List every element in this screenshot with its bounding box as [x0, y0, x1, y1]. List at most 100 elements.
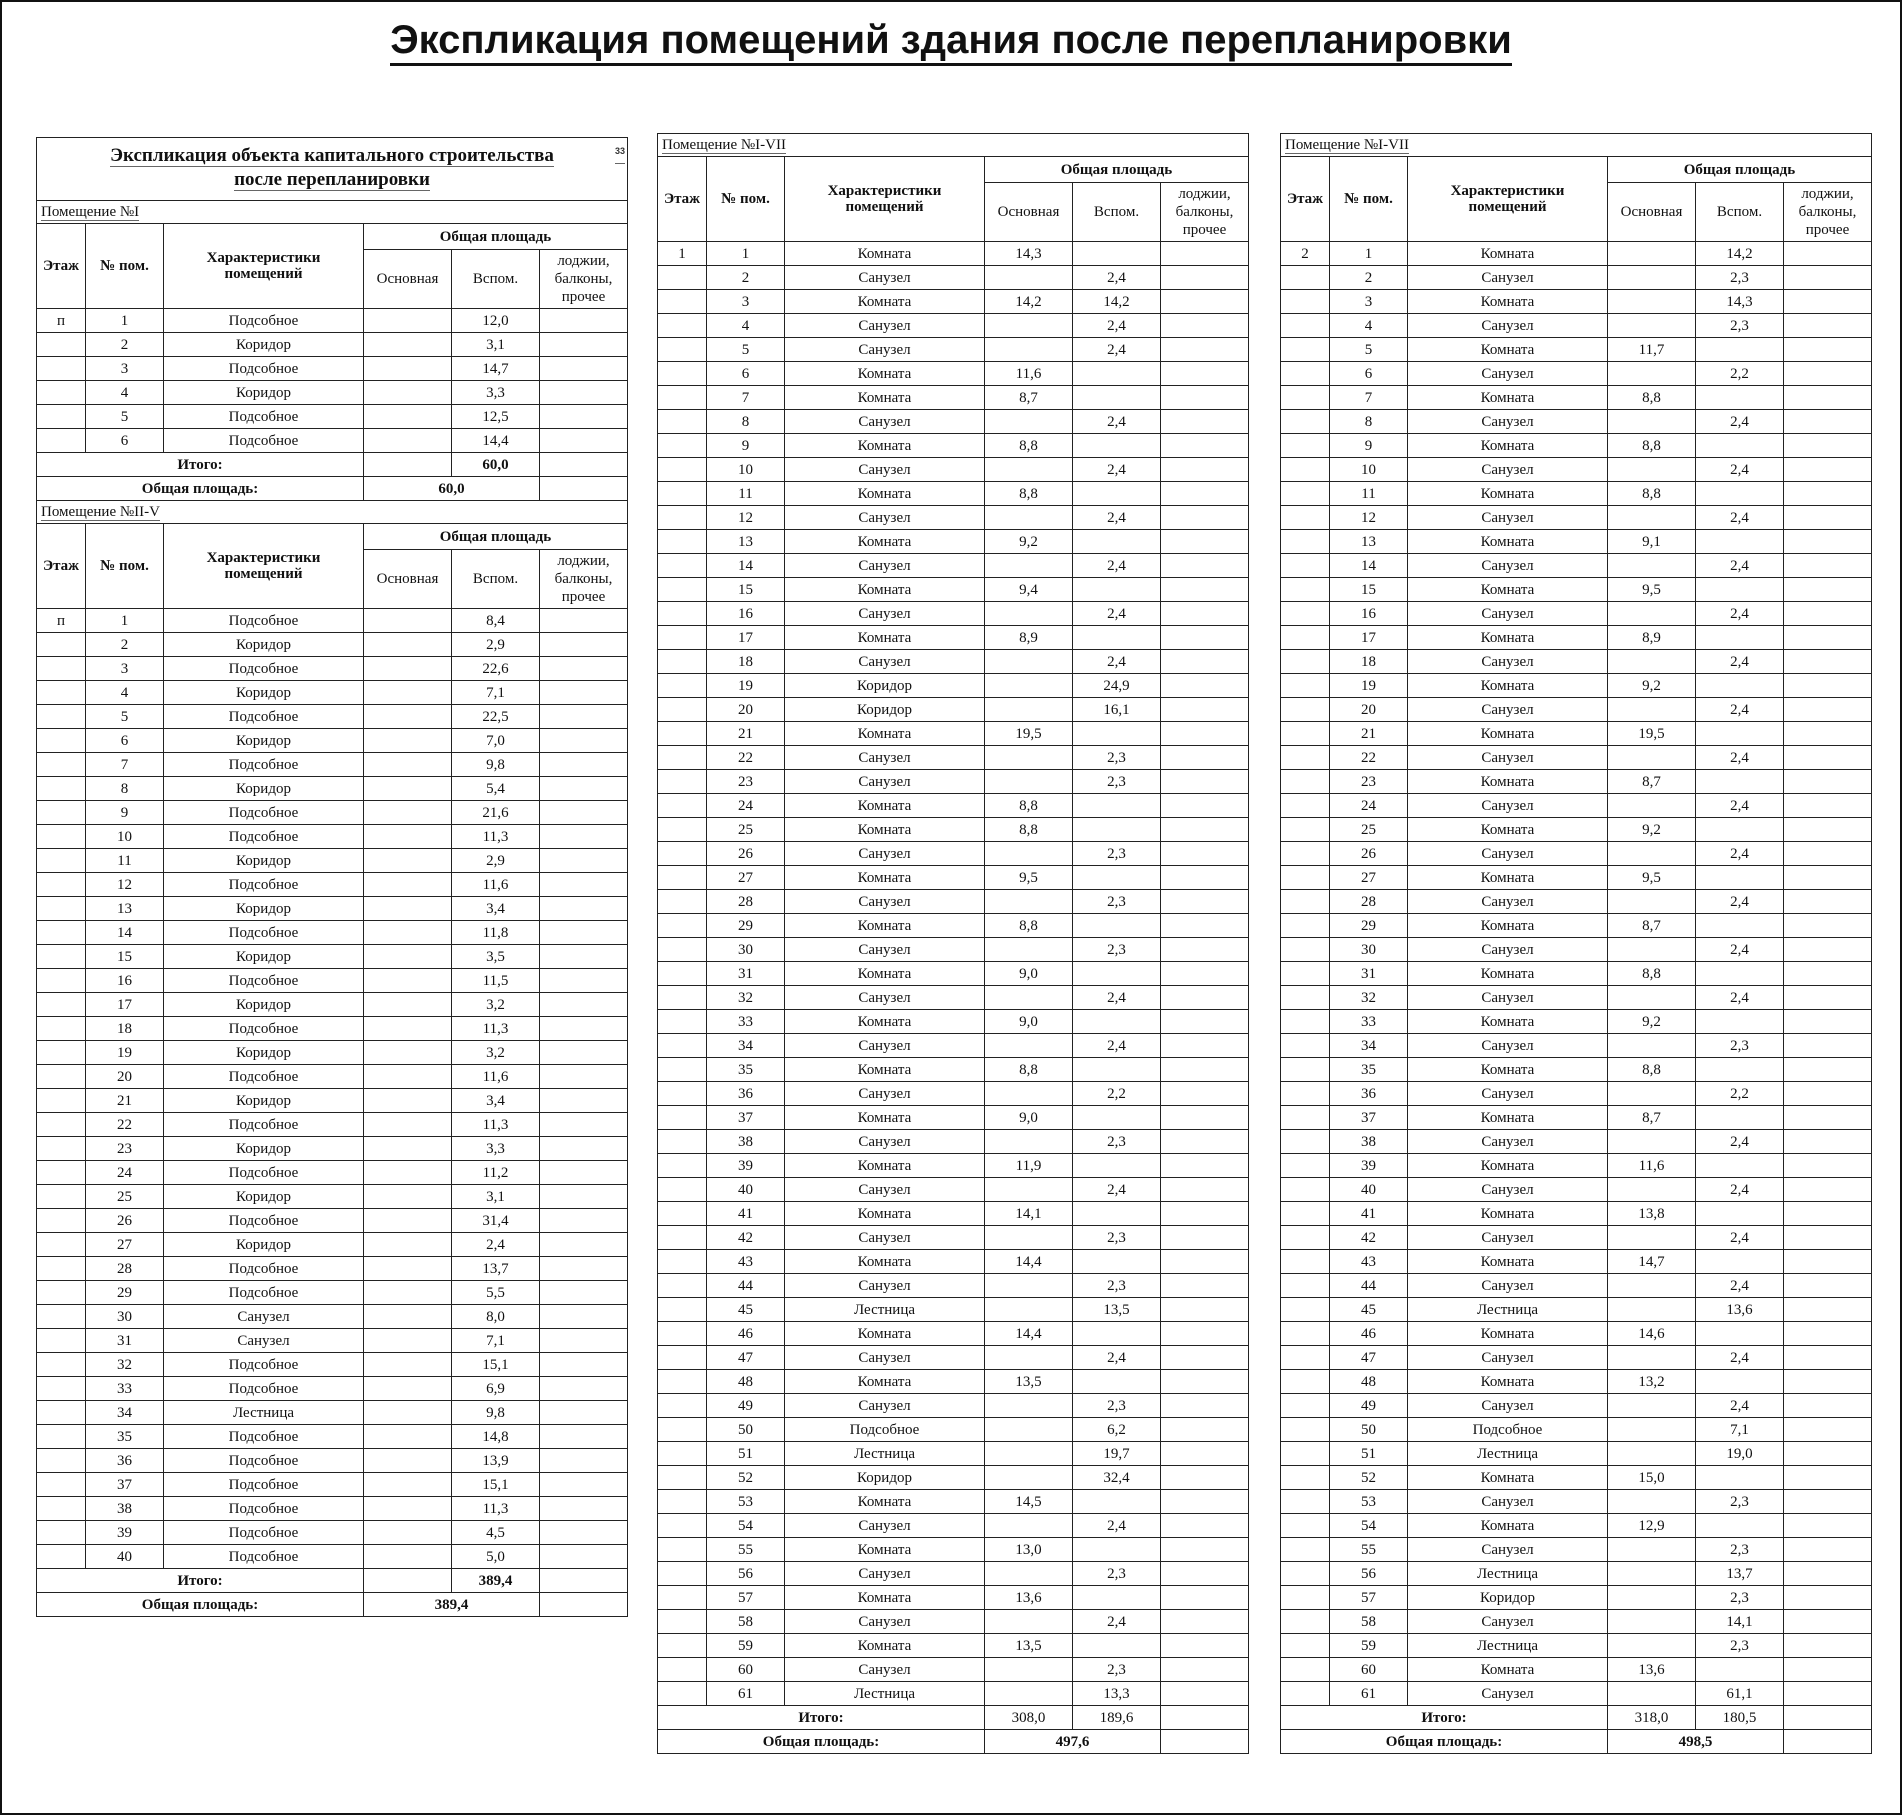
- room-number-cell: 53: [1329, 1489, 1408, 1514]
- header-main: Основная: [1607, 182, 1696, 242]
- aux-area-cell: 2,3: [1695, 313, 1784, 338]
- aux-area-cell: 3,4: [451, 896, 540, 921]
- main-area-cell: [363, 380, 452, 405]
- main-area-cell: 9,1: [1607, 529, 1696, 554]
- table-row: 34 Санузел 2,4: [657, 1033, 1249, 1058]
- section-name-text: Помещение №II-V: [41, 504, 160, 521]
- floor-cell: п: [36, 608, 86, 633]
- floor-cell: [657, 1009, 707, 1034]
- floor-cell: [1280, 1153, 1330, 1178]
- other-area-cell: [1160, 649, 1249, 674]
- aux-area-cell: 14,4: [451, 428, 540, 453]
- characteristics-cell: Комната: [1407, 289, 1608, 314]
- floor-cell: [657, 625, 707, 650]
- characteristics-cell: Подсобное: [163, 1496, 364, 1521]
- section-name-row: Помещение №I: [36, 200, 628, 224]
- main-area-cell: 8,8: [984, 1057, 1073, 1082]
- subtotal-other: [539, 452, 628, 477]
- characteristics-cell: Санузел: [784, 457, 985, 482]
- aux-area-cell: [1072, 1537, 1161, 1562]
- characteristics-cell: Комната: [1407, 1321, 1608, 1346]
- aux-area-cell: 2,3: [1072, 1561, 1161, 1586]
- table-row: 38 Санузел 2,4: [1280, 1129, 1872, 1154]
- characteristics-cell: Санузел: [1407, 937, 1608, 962]
- characteristics-cell: Комната: [1407, 1153, 1608, 1178]
- aux-area-cell: 5,0: [451, 1544, 540, 1569]
- characteristics-cell: Санузел: [784, 1657, 985, 1682]
- table-row: 5 Санузел 2,4: [657, 337, 1249, 362]
- characteristics-cell: Комната: [1407, 337, 1608, 362]
- other-area-cell: [1783, 601, 1872, 626]
- main-area-cell: [1607, 649, 1696, 674]
- other-area-cell: [539, 848, 628, 873]
- aux-area-cell: [1695, 913, 1784, 938]
- aux-area-cell: 2,2: [1072, 1081, 1161, 1106]
- other-area-cell: [1783, 793, 1872, 818]
- table-row: 55 Санузел 2,3: [1280, 1537, 1872, 1562]
- other-area-cell: [539, 1376, 628, 1401]
- other-area-cell: [1783, 625, 1872, 650]
- aux-area-cell: 61,1: [1695, 1681, 1784, 1706]
- room-number-cell: 55: [706, 1537, 785, 1562]
- other-area-cell: [539, 920, 628, 945]
- aux-area-cell: [1695, 1201, 1784, 1226]
- main-area-cell: 12,9: [1607, 1513, 1696, 1538]
- main-area-cell: [984, 1033, 1073, 1058]
- document-title-line-1: Экспликация объекта капитального строите…: [110, 145, 554, 167]
- room-number-cell: 48: [1329, 1369, 1408, 1394]
- total-area-row: Общая площадь: 389,4: [36, 1592, 628, 1617]
- floor-cell: [36, 356, 86, 381]
- characteristics-cell: Коридор: [784, 697, 985, 722]
- table-row: 58 Санузел 14,1: [1280, 1609, 1872, 1634]
- table-row: 17 Комната 8,9: [1280, 625, 1872, 650]
- room-number-cell: 29: [706, 913, 785, 938]
- floor-cell: [657, 673, 707, 698]
- characteristics-cell: Лестница: [784, 1297, 985, 1322]
- header-floor: Этаж: [36, 523, 86, 609]
- floor-cell: [36, 776, 86, 801]
- characteristics-cell: Коридор: [784, 1465, 985, 1490]
- floor-cell: [657, 913, 707, 938]
- main-area-cell: [984, 1081, 1073, 1106]
- aux-area-cell: [1072, 1201, 1161, 1226]
- characteristics-cell: Комната: [784, 529, 985, 554]
- other-area-cell: [1783, 337, 1872, 362]
- floor-cell: [1280, 553, 1330, 578]
- aux-area-cell: 11,8: [451, 920, 540, 945]
- total-area-other: [1160, 1729, 1249, 1754]
- table-row: 23 Комната 8,7: [1280, 769, 1872, 794]
- table-row: 16 Санузел 2,4: [1280, 601, 1872, 626]
- table-row: 19 Комната 9,2: [1280, 673, 1872, 698]
- other-area-cell: [1160, 1297, 1249, 1322]
- characteristics-cell: Подсобное: [163, 968, 364, 993]
- floor-cell: [36, 1184, 86, 1209]
- characteristics-cell: Подсобное: [163, 1112, 364, 1137]
- table-row: 61 Санузел 61,1: [1280, 1681, 1872, 1706]
- aux-area-cell: [1695, 1657, 1784, 1682]
- table-row: 14 Санузел 2,4: [1280, 553, 1872, 578]
- total-area-other: [539, 476, 628, 501]
- table-row: 6 Санузел 2,2: [1280, 361, 1872, 386]
- aux-area-cell: 2,3: [1072, 1393, 1161, 1418]
- other-area-cell: [1160, 1321, 1249, 1346]
- room-number-cell: 29: [85, 1280, 164, 1305]
- floor-cell: [36, 380, 86, 405]
- aux-area-cell: [1072, 1153, 1161, 1178]
- explication-table-2: Помещение №I-VII Этаж № пом. Характеристики…: [657, 133, 1249, 1754]
- other-area-cell: [539, 944, 628, 969]
- floor-cell: [36, 1328, 86, 1353]
- room-number-cell: 7: [1329, 385, 1408, 410]
- room-number-cell: 29: [1329, 913, 1408, 938]
- main-area-cell: [363, 800, 452, 825]
- table-row: 37 Комната 8,7: [1280, 1105, 1872, 1130]
- room-number-cell: 14: [706, 553, 785, 578]
- aux-area-cell: 11,3: [451, 1496, 540, 1521]
- floor-cell: [1280, 1369, 1330, 1394]
- header-main: Основная: [363, 549, 452, 609]
- characteristics-cell: Санузел: [1407, 505, 1608, 530]
- room-number-cell: 3: [1329, 289, 1408, 314]
- floor-cell: [1280, 1441, 1330, 1466]
- aux-area-cell: [1072, 577, 1161, 602]
- characteristics-cell: Лестница: [784, 1681, 985, 1706]
- aux-area-cell: [1072, 721, 1161, 746]
